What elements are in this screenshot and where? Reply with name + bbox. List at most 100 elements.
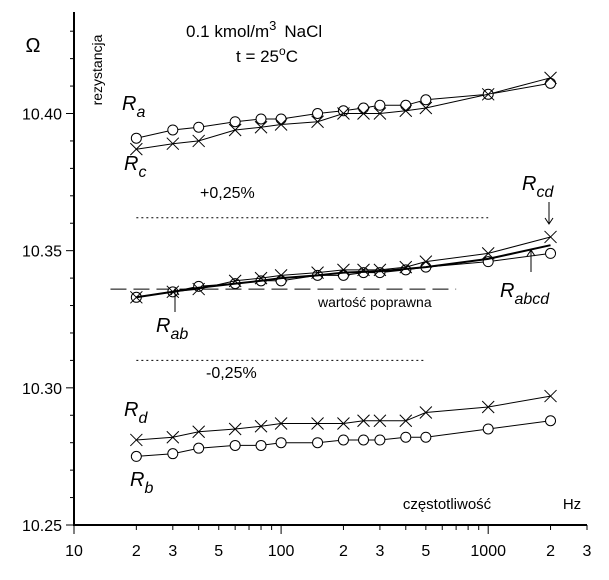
data-point <box>337 107 350 120</box>
data-point <box>311 115 324 129</box>
chart-title: 0.1 kmol/m3 NaCl <box>186 18 322 41</box>
cross-stroke <box>129 433 143 447</box>
series-Ra <box>130 77 557 144</box>
data-point <box>374 99 386 111</box>
data-point <box>228 422 242 436</box>
cross-stroke <box>192 134 206 148</box>
cross-stroke <box>373 414 387 428</box>
data-point <box>544 230 557 244</box>
series-layer <box>129 71 557 462</box>
data-point <box>255 439 267 451</box>
x-tick-label: 5 <box>214 543 223 560</box>
data-point <box>166 430 180 444</box>
data-point <box>129 142 143 156</box>
data-point <box>312 437 324 449</box>
data-point <box>130 132 142 144</box>
data-point <box>229 116 241 128</box>
labels: Ra Rc Rab Rcd Rabcd Rd Rb +0,25% -0,25% wartość p… <box>122 93 554 497</box>
data-point <box>358 434 370 446</box>
series-Rd <box>129 389 557 447</box>
data-point <box>166 137 180 151</box>
data-point <box>275 113 287 125</box>
data-point <box>482 423 494 435</box>
y-tick-label: 10.40 <box>22 107 62 124</box>
cross-stroke <box>399 104 413 118</box>
cross-stroke <box>311 115 324 129</box>
data-point <box>228 123 242 137</box>
label-Rcd: Rcd <box>522 173 554 201</box>
data-point <box>254 120 268 134</box>
x-tick-label: 100 <box>268 543 295 560</box>
data-point <box>337 434 349 446</box>
y-tick-label: 10.25 <box>22 518 62 535</box>
data-point <box>419 406 433 419</box>
cross-stroke <box>357 107 370 120</box>
data-point <box>192 425 206 439</box>
cross-stroke <box>274 118 288 131</box>
cross-stroke <box>544 389 557 403</box>
cross-stroke <box>357 263 370 277</box>
data-point <box>544 71 557 85</box>
label-Rc: Rc <box>124 153 146 181</box>
data-point <box>373 263 387 277</box>
cross-stroke <box>166 430 180 444</box>
data-point <box>357 263 370 277</box>
data-point <box>192 282 206 296</box>
data-point <box>374 434 386 446</box>
x-tick-label: 3 <box>583 543 592 560</box>
arrow-Rab <box>170 288 180 312</box>
data-point <box>399 260 413 274</box>
data-point <box>481 87 495 101</box>
data-point <box>312 108 324 120</box>
cross-stroke <box>337 107 350 120</box>
data-point <box>373 414 387 428</box>
data-point <box>544 389 557 403</box>
data-point <box>254 419 268 433</box>
cross-stroke <box>399 260 413 274</box>
cross-stroke <box>166 137 180 151</box>
data-point <box>274 118 288 131</box>
arrow-head <box>170 288 180 296</box>
cross-stroke <box>228 422 242 436</box>
data-point <box>193 442 205 454</box>
data-point <box>167 124 179 136</box>
cross-stroke <box>373 263 387 277</box>
data-point <box>357 414 370 428</box>
data-point <box>129 433 143 447</box>
data-point <box>400 431 412 443</box>
data-point <box>481 400 495 414</box>
arrow-Rcd <box>544 202 554 225</box>
data-point <box>545 77 557 89</box>
x-tick-label: 3 <box>375 543 384 560</box>
data-point <box>311 417 324 430</box>
data-point <box>358 102 370 114</box>
data-point <box>229 439 241 451</box>
x-tick-label: 2 <box>132 543 141 560</box>
label-correct-value: wartość poprawna <box>317 294 432 310</box>
label-Rb: Rb <box>130 469 153 497</box>
cross-stroke <box>274 417 288 430</box>
series-line <box>136 395 551 441</box>
data-point <box>420 431 432 443</box>
data-point <box>545 247 557 259</box>
series-line <box>136 77 551 150</box>
axes: 10.25 10.30 10.35 10.40 10 2 3 5 100 2 3 5 1000 2 3 Ω re… <box>22 12 592 560</box>
cross-stroke <box>373 107 387 120</box>
cross-stroke <box>481 400 495 414</box>
x-tick-label: 1000 <box>470 543 506 560</box>
data-point <box>274 417 288 430</box>
data-point <box>275 437 287 449</box>
cross-stroke <box>544 230 557 244</box>
y-axis-label: rezystancja <box>89 34 105 105</box>
x-tick-label: 5 <box>421 543 430 560</box>
x-tick-label: 2 <box>546 543 555 560</box>
x-tick-label: 2 <box>339 543 348 560</box>
data-point <box>399 104 413 118</box>
label-plus-percent: +0,25% <box>200 185 255 202</box>
label-Ra: Ra <box>122 93 145 121</box>
x-tick-label: 3 <box>168 543 177 560</box>
cross-stroke <box>357 414 370 428</box>
data-point <box>167 448 179 460</box>
y-tick-label: 10.30 <box>22 381 62 398</box>
